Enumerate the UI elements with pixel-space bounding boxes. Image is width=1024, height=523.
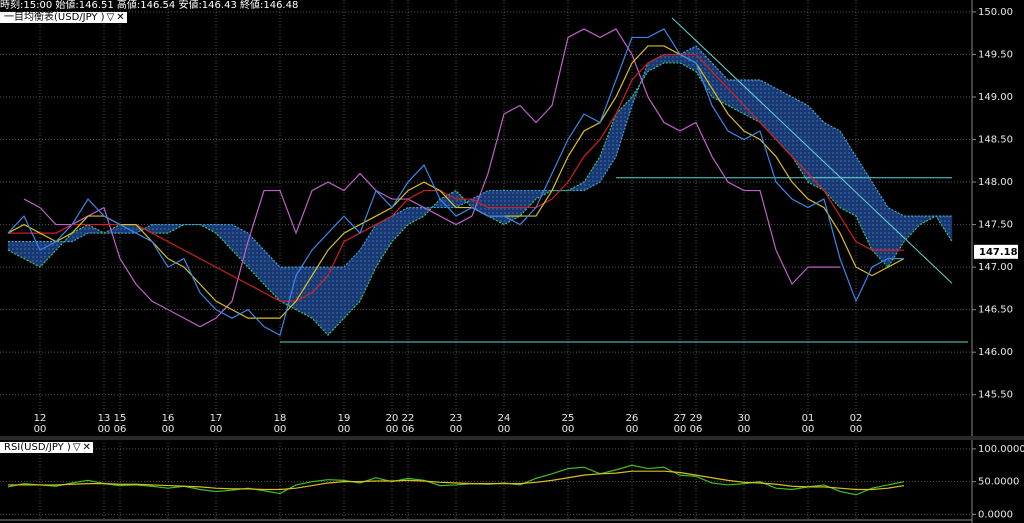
x-tick-label: 19 [338, 413, 351, 424]
x-tick-label: 30 [738, 413, 751, 424]
close-icon[interactable]: ✕ [116, 12, 125, 23]
x-tick-sublabel: 06 [402, 424, 415, 435]
x-tick-sublabel: 00 [210, 424, 223, 435]
y-tick-label: 149.50 [978, 49, 1013, 60]
rsi-name: RSI(USD/JPY ) [4, 442, 71, 453]
x-tick-label: 22 [402, 413, 415, 424]
x-tick-label: 01 [802, 413, 815, 424]
y-tick-label: 147.50 [978, 220, 1013, 231]
y-tick-label: 100.0000 [978, 444, 1024, 455]
panel-divider [0, 436, 1024, 440]
x-tick-sublabel: 00 [34, 424, 47, 435]
last-price-label: 147.18 [979, 247, 1018, 258]
x-tick-sublabel: 00 [850, 424, 863, 435]
x-tick-label: 20 [386, 413, 399, 424]
x-tick-label: 12 [34, 413, 47, 424]
series-line [7, 28, 904, 337]
x-tick-sublabel: 00 [738, 424, 751, 435]
quote-header: 時刻:15:00 始値:146.51 高値:146.54 安値:146.43 終… [0, 0, 299, 11]
y-tick-label: 50.0000 [978, 477, 1019, 488]
y-tick-label: 149.00 [978, 92, 1013, 103]
y-tick-label: 148.50 [978, 135, 1013, 146]
x-tick-sublabel: 00 [338, 424, 351, 435]
x-tick-sublabel: 00 [562, 424, 575, 435]
y-tick-label: 0.0000 [978, 509, 1013, 520]
series-line [7, 62, 953, 337]
x-tick-sublabel: 00 [450, 424, 463, 435]
close-icon[interactable]: ✕ [82, 442, 91, 453]
x-tick-sublabel: 00 [274, 424, 287, 435]
x-tick-label: 16 [162, 413, 175, 424]
x-tick-label: 24 [498, 413, 511, 424]
x-tick-sublabel: 00 [162, 424, 175, 435]
x-tick-label: 02 [850, 413, 863, 424]
series-line [8, 470, 905, 491]
last-price-box [974, 244, 1018, 259]
x-tick-label: 25 [562, 413, 575, 424]
x-tick-label: 29 [690, 413, 703, 424]
y-tick-label: 146.50 [978, 305, 1013, 316]
x-tick-sublabel: 00 [498, 424, 511, 435]
trend-line [671, 17, 953, 284]
x-tick-sublabel: 06 [690, 424, 703, 435]
cloud [663, 54, 681, 64]
cloud [151, 224, 169, 234]
x-tick-sublabel: 00 [802, 424, 815, 435]
indicator-label[interactable]: 一目均衡表(USD/JPY ) ▽ ✕ [0, 12, 127, 23]
x-tick-label: 23 [450, 413, 463, 424]
x-tick-sublabel: 00 [626, 424, 639, 435]
settings-icon[interactable]: ▽ [106, 12, 115, 23]
x-tick-label: 27 [674, 413, 687, 424]
series-line [7, 45, 905, 319]
main-panel [0, 0, 972, 435]
y-tick-label: 150.00 [978, 7, 1013, 18]
x-tick-label: 15 [114, 413, 127, 424]
x-tick-sublabel: 00 [98, 424, 111, 435]
x-tick-sublabel: 00 [386, 424, 399, 435]
x-tick-sublabel: 06 [114, 424, 127, 435]
y-tick-label: 148.00 [978, 177, 1013, 188]
x-tick-sublabel: 00 [674, 424, 687, 435]
series-line [8, 53, 904, 302]
settings-icon[interactable]: ▽ [72, 442, 81, 453]
x-tick-label: 26 [626, 413, 639, 424]
x-tick-label: 17 [210, 413, 223, 424]
rsi-label[interactable]: RSI(USD/JPY ) ▽ ✕ [0, 442, 93, 453]
y-tick-label: 145.50 [978, 390, 1013, 401]
indicator-name: 一目均衡表(USD/JPY ) [4, 12, 105, 23]
series-line [7, 464, 905, 496]
x-tick-label: 18 [274, 413, 287, 424]
y-tick-label: 146.00 [978, 347, 1013, 358]
x-tick-label: 13 [98, 413, 111, 424]
y-tick-label: 147.00 [978, 262, 1013, 273]
series-line [23, 28, 840, 328]
